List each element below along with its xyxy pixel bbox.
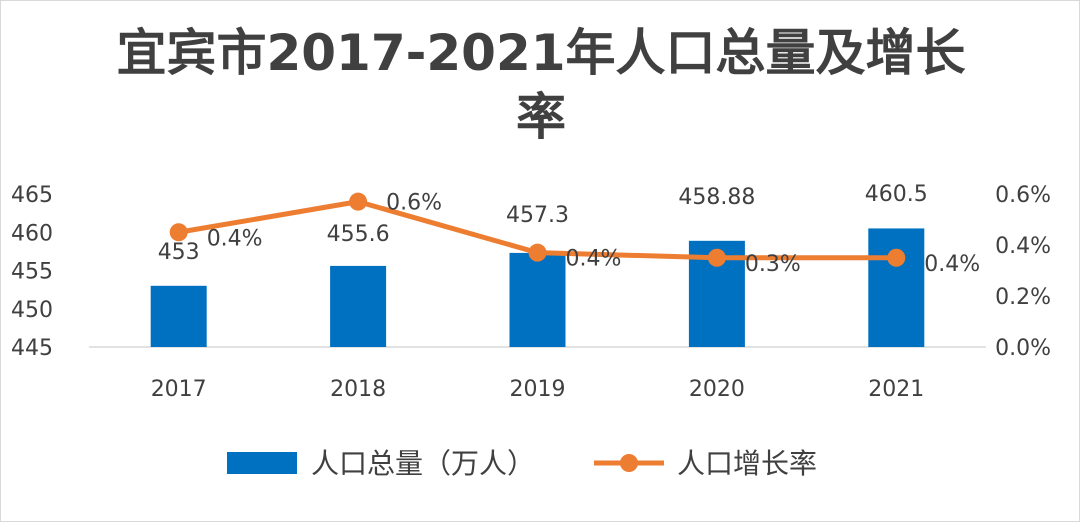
- y-right-tick-label: 0.2%: [995, 285, 1051, 310]
- x-tick-label: 2021: [868, 377, 924, 402]
- legend-bar-label: 人口总量（万人）: [311, 447, 535, 480]
- line-data-label: 0.4%: [924, 252, 980, 277]
- y-right-tick-label: 0.4%: [995, 234, 1051, 259]
- x-tick-label: 2020: [689, 377, 745, 402]
- bar-data-label: 453: [158, 240, 200, 265]
- y-left-tick-label: 465: [11, 183, 53, 208]
- bar: [868, 228, 925, 347]
- x-tick-label: 2019: [510, 377, 566, 402]
- y-right-tick-label: 0.6%: [995, 183, 1051, 208]
- line-data-label: 0.4%: [207, 226, 263, 251]
- bar: [150, 285, 207, 347]
- line-data-label: 0.3%: [745, 252, 801, 277]
- x-tick-label: 2017: [151, 377, 207, 402]
- bar: [330, 265, 387, 347]
- legend-line-marker: [620, 454, 638, 472]
- legend-bar-swatch: [227, 452, 297, 474]
- y-left-tick-label: 445: [11, 336, 53, 361]
- y-left-tick-label: 450: [11, 298, 53, 323]
- growth-rate-point: [169, 223, 188, 242]
- y-left-tick-label: 455: [11, 260, 53, 285]
- growth-rate-point: [528, 243, 547, 262]
- y-left-tick-label: 460: [11, 221, 53, 246]
- line-data-label: 0.4%: [566, 247, 622, 272]
- line-data-label: 0.6%: [386, 191, 442, 216]
- chart-title-line2: 率: [516, 88, 566, 146]
- x-tick-label: 2018: [330, 377, 386, 402]
- bar-data-label: 455.6: [327, 222, 390, 247]
- bar-data-label: 457.3: [506, 203, 569, 228]
- y-right-tick-label: 0.0%: [995, 336, 1051, 361]
- growth-rate-point: [349, 192, 368, 211]
- legend-line-label: 人口增长率: [677, 447, 817, 480]
- bar-data-label: 460.5: [865, 182, 928, 207]
- chart-title: 宜宾市2017-2021年人口总量及增长 率: [1, 21, 1080, 149]
- chart-title-line1: 宜宾市2017-2021年人口总量及增长: [116, 24, 966, 82]
- bar: [509, 252, 566, 347]
- growth-rate-point: [887, 248, 906, 267]
- bar-data-label: 458.88: [678, 185, 755, 210]
- growth-rate-point: [707, 248, 726, 267]
